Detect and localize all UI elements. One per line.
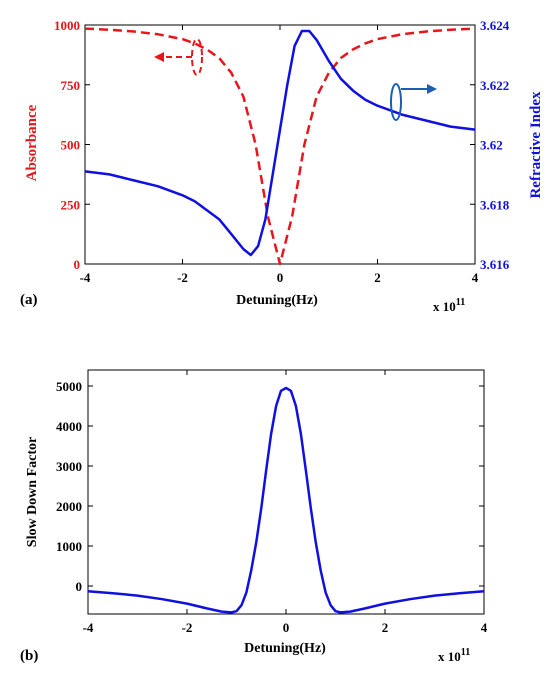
panel-b-ytick-label: 2000 [56,499,82,514]
refractive-index-axis-indicator [390,83,437,121]
panel-b-ytick-label: 1000 [56,539,82,554]
absorbance-axis-indicator [154,38,203,76]
panel-b-xtick-label: -4 [83,620,94,635]
panel-a-xtick-label: -4 [80,270,91,285]
panel-a: -4 -2 0 2 4 0 250 500 750 1000 3.616 3.618 3.62 3.622… [20,18,544,314]
absorbance-line [84,27,476,266]
panel-a-x-multiplier-base: x 10 [433,299,456,314]
panel-b-label: (b) [20,648,38,664]
panel-a-right-ytick-label: 3.618 [480,197,510,212]
panel-b-ytick-label: 3000 [56,459,82,474]
panel-b-ticks: -4 -2 0 2 4 0 1000 2000 3000 4000 5000 [56,370,488,635]
panel-b-ytick-label: 4000 [56,419,82,434]
panel-a-left-ytick-label: 500 [61,138,81,153]
panel-a-plot-area [84,24,476,265]
refractive-index-line [84,29,476,257]
panel-b-x-multiplier-base: x 10 [438,649,461,664]
panel-a-left-ytick-label: 0 [74,257,81,272]
panel-b-xtick-label: -2 [182,620,193,635]
panel-b-xtick-label: 0 [283,620,290,635]
panel-a-right-ylabel: Refractive Index [528,91,544,199]
panel-b-x-multiplier-exp: 11 [461,647,470,658]
panel-a-left-ylabel: Absorbance [24,104,40,181]
absorbance-indicator-arrow-head [154,52,164,62]
panel-a-ticks: -4 -2 0 2 4 0 250 500 750 1000 3.616 3.618 3.62 3.622… [54,18,510,285]
panel-a-right-ytick-label: 3.62 [480,138,503,153]
panel-a-x-multiplier: x 1011 [433,297,465,314]
panel-b-x-multiplier: x 1011 [438,647,470,664]
panel-a-xtick-label: 0 [277,270,284,285]
panel-b-ylabel: Slow Down Factor [25,437,40,547]
panel-a-left-ytick-label: 1000 [54,18,80,33]
panel-a-series [84,27,476,266]
slow-down-factor-line [87,386,485,614]
panel-a-left-ytick-label: 750 [61,78,81,93]
panel-a-right-ytick-label: 3.616 [480,257,510,272]
panel-b-plot-area [87,369,485,615]
panel-b-xtick-label: 4 [481,620,488,635]
panel-a-xtick-label: 4 [472,270,479,285]
panel-a-x-multiplier-exp: 11 [456,297,465,308]
panel-b: -4 -2 0 2 4 0 1000 2000 3000 4000 5000 (b) Detunin… [20,369,488,664]
refractive-index-indicator-ellipse [390,83,402,121]
panel-b-ytick-label: 5000 [56,379,82,394]
panel-a-left-ytick-label: 250 [61,197,81,212]
panel-b-xtick-label: 2 [382,620,389,635]
panel-b-series [87,386,485,614]
panel-b-ytick-label: 0 [76,579,83,594]
panel-a-xlabel: Detuning(Hz) [236,293,318,308]
panel-a-label: (a) [20,292,38,308]
absorbance-indicator-ellipse [191,38,203,76]
panel-a-xtick-label: -2 [177,270,188,285]
panel-b-xlabel: Detuning(Hz) [244,641,326,656]
refractive-index-indicator-arrow-head [427,84,437,94]
panel-a-right-ytick-label: 3.624 [480,18,510,33]
panel-a-xtick-label: 2 [374,270,381,285]
panel-a-right-ytick-label: 3.622 [480,78,509,93]
